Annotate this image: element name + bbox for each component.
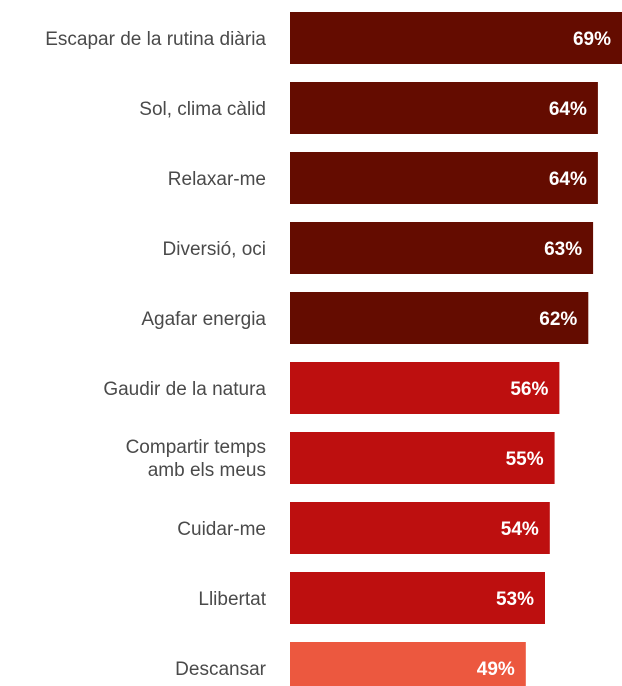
value-label: 49% [477, 659, 515, 680]
category-label: Cuidar-me [177, 519, 266, 540]
bar [290, 12, 622, 64]
category-label: Relaxar-me [168, 169, 266, 190]
category-label: Escapar de la rutina diària [45, 29, 266, 50]
category-label: Sol, clima càlid [139, 99, 266, 120]
category-label: Agafar energia [141, 309, 266, 330]
bar [290, 502, 550, 554]
category-label: Diversió, oci [163, 239, 266, 260]
category-label: Gaudir de la natura [103, 379, 266, 400]
value-label: 53% [496, 589, 534, 610]
bar [290, 642, 526, 686]
bar [290, 222, 594, 274]
category-label: Compartir temps amb els meus [126, 437, 266, 481]
bars-group: Escapar de la rutina diària 69% Sol, clima… [45, 12, 622, 686]
value-label: 64% [549, 99, 587, 120]
value-label: 69% [573, 29, 611, 50]
category-label: Llibertat [198, 589, 266, 610]
category-label: Descansar [175, 659, 266, 680]
value-label: 62% [539, 309, 577, 330]
value-label: 64% [549, 169, 587, 190]
bar [290, 152, 598, 204]
value-label: 56% [510, 379, 548, 400]
value-label: 63% [544, 239, 582, 260]
bar [290, 572, 545, 624]
bar [290, 292, 589, 344]
bar [290, 362, 560, 414]
value-label: 54% [501, 519, 539, 540]
bar [290, 82, 598, 134]
bar [290, 432, 555, 484]
value-label: 55% [506, 449, 544, 470]
